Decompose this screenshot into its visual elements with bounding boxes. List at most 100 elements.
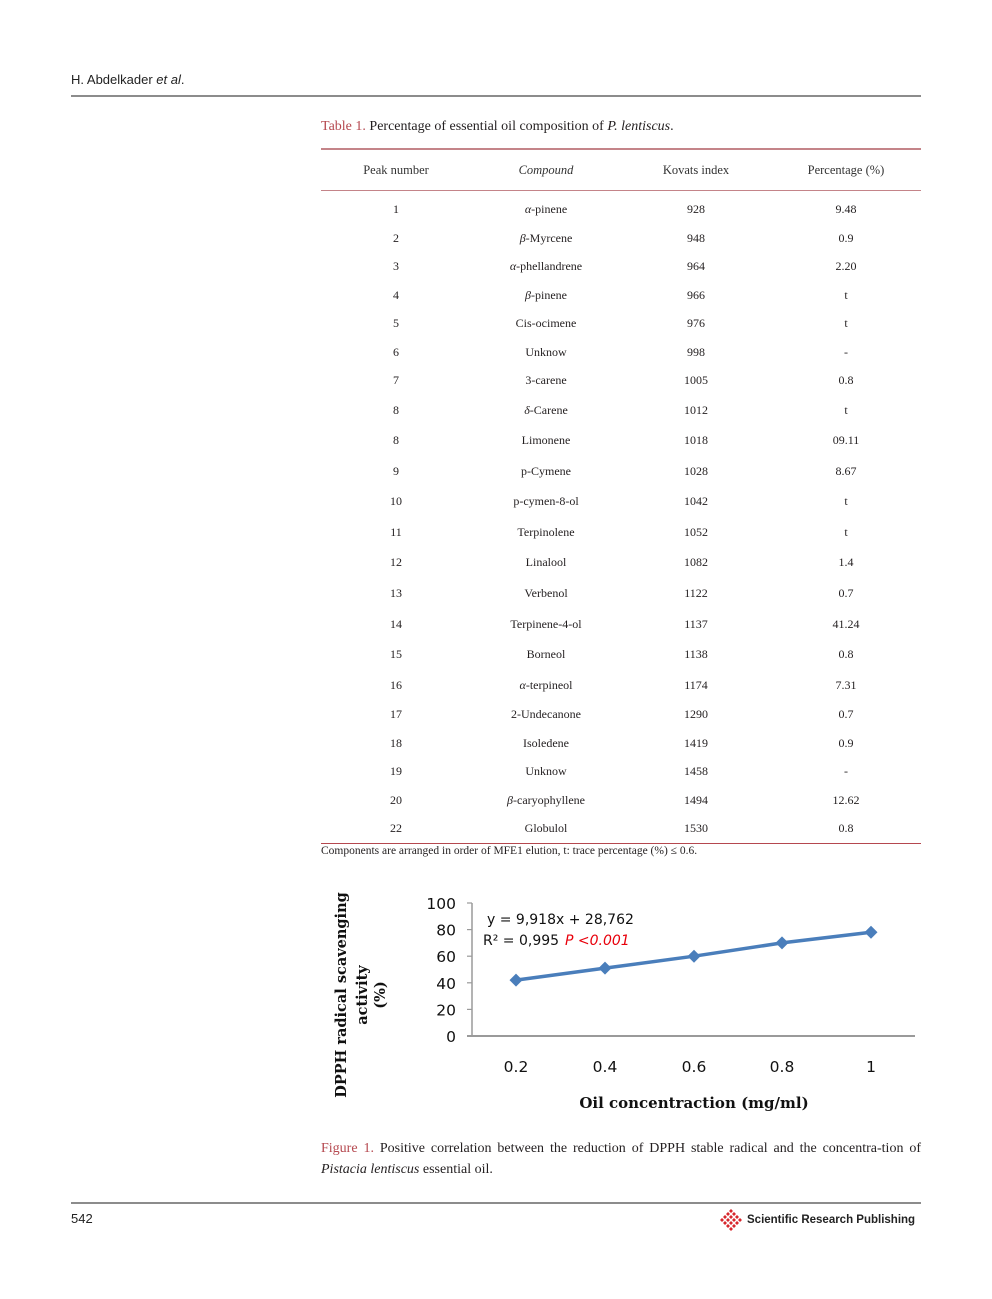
cell-compound: Limonene <box>521 433 571 448</box>
table-row: 1 α-pinene 928 9.48 <box>321 195 921 224</box>
cell-peak: 1 <box>393 202 399 216</box>
r-squared: R² = 0,995 <box>483 933 559 949</box>
cell-percentage: 0.9 <box>838 230 854 245</box>
data-point-diamond <box>864 925 878 939</box>
x-tick-label: 0.4 <box>593 1058 618 1076</box>
cell-peak: 18 <box>390 735 402 750</box>
table-row: 2 β-Myrcene 948 0.9 <box>321 224 921 253</box>
svg-text:DPPH radical scavenging: DPPH radical scavenging <box>333 892 350 1098</box>
cell-peak: 6 <box>393 344 399 359</box>
figure-caption: Figure 1. Positive correlation between t… <box>321 1141 922 1177</box>
chart-canvas: 0 20 40 60 80 100 0.2 0.4 0.6 0.8 1 y = 9,918x + 28… <box>333 892 915 1112</box>
col-header-kovats: Kovats index <box>662 163 730 177</box>
cell-percentage: 0.9 <box>838 735 854 750</box>
cell-compound: Unknow <box>525 764 567 779</box>
cell-percentage: - <box>844 344 848 359</box>
table-row: 5 Cis-ocimene 976 t <box>321 309 921 338</box>
cell-kovats: 976 <box>687 316 705 330</box>
cell-compound: Globulol <box>524 821 568 836</box>
cell-percentage: 2.20 <box>835 259 857 273</box>
cell-kovats: 1530 <box>684 821 708 836</box>
cell-percentage: 7.31 <box>835 677 857 692</box>
x-tick-label: 1 <box>866 1058 876 1076</box>
table-row: 19 Unknow 1458 - <box>321 757 921 786</box>
table-row: 12 Linalool 1082 1.4 <box>321 547 921 578</box>
cell-percentage: t <box>844 494 848 509</box>
cell-percentage: 1.4 <box>838 555 854 570</box>
cell-compound: α-terpineol <box>519 677 573 692</box>
x-tick-label: 0.8 <box>770 1058 795 1076</box>
cell-kovats: 1082 <box>684 555 708 570</box>
cell-percentage: t <box>844 287 848 302</box>
page-number: 542 <box>71 1211 93 1226</box>
cell-peak: 7 <box>393 373 399 387</box>
publisher-name: Scientific Research Publishing <box>747 1214 916 1226</box>
cell-peak: 20 <box>390 792 402 807</box>
cell-percentage: 0.8 <box>838 821 854 836</box>
table-row: 8 δ-Carene 1012 t <box>321 395 921 426</box>
regression-equation: y = 9,918x + 28,762 <box>487 912 634 928</box>
cell-compound: α-pinene <box>524 202 568 216</box>
cell-peak: 12 <box>390 555 402 570</box>
cell-compound: p-cymen-8-ol <box>513 494 579 509</box>
cell-peak: 8 <box>393 433 399 448</box>
data-point-diamond <box>598 961 612 975</box>
publisher-logo: Scientific Research Publishing <box>720 1209 915 1231</box>
cell-percentage: t <box>844 402 848 417</box>
cell-compound: p-Cymene <box>521 463 571 478</box>
table-footnote: Components are arranged in order of MFE1… <box>321 845 698 857</box>
y-axis-title: DPPH radical scavenging activity (%) <box>333 892 389 1098</box>
cell-peak: 19 <box>390 764 402 779</box>
data-point-diamond <box>509 973 523 987</box>
cell-peak: 13 <box>390 586 402 601</box>
running-header: H. Abdelkader et al. <box>71 72 185 87</box>
table-header-row: Peak number Compound Kovats index Percen… <box>321 150 921 190</box>
cell-peak: 3 <box>393 259 399 273</box>
y-tick-label: 20 <box>436 1001 456 1019</box>
cell-peak: 10 <box>390 494 402 509</box>
table-caption: Table 1. Percentage of essential oil com… <box>321 119 674 134</box>
author-etal: et al <box>156 72 181 87</box>
cell-compound: Linalool <box>525 555 567 570</box>
cell-percentage: - <box>844 764 848 779</box>
table-top-rule <box>321 148 921 150</box>
cell-percentage: 12.62 <box>832 792 860 807</box>
cell-compound: β-caryophyllene <box>507 792 585 807</box>
table-row: 10 p-cymen-8-ol 1042 t <box>321 486 921 517</box>
cell-kovats: 1494 <box>684 792 708 807</box>
cell-peak: 22 <box>390 821 402 836</box>
table-bottom-rule <box>321 842 921 844</box>
cell-kovats: 964 <box>687 259 705 273</box>
cell-compound: Cis-ocimene <box>515 316 577 330</box>
col-header-peak: Peak number <box>363 163 429 177</box>
cell-percentage: t <box>844 524 848 539</box>
cell-peak: 4 <box>393 287 399 302</box>
cell-compound: β-pinene <box>525 287 567 302</box>
cell-kovats: 1419 <box>684 735 708 750</box>
cell-kovats: 1458 <box>684 764 708 779</box>
y-tick-label: 0 <box>446 1028 456 1046</box>
author-name: H. Abdelkader <box>71 72 153 87</box>
table-row: 4 β-pinene 966 t <box>321 281 921 310</box>
table-row: 22 Globulol 1530 0.8 <box>321 814 921 843</box>
table-row: 15 Borneol 1138 0.8 <box>321 639 921 670</box>
cell-kovats: 1052 <box>684 524 708 539</box>
col-header-compound: Compound <box>518 163 574 177</box>
cell-peak: 8 <box>393 402 399 417</box>
cell-kovats: 1018 <box>684 433 708 448</box>
table-row: 18 Isoledene 1419 0.9 <box>321 729 921 758</box>
cell-kovats: 928 <box>687 202 705 216</box>
cell-kovats: 1005 <box>684 373 708 387</box>
composition-table: Peak number Compound Kovats index Percen… <box>321 148 921 844</box>
cell-kovats: 1028 <box>684 463 708 478</box>
cell-percentage: 09.11 <box>832 433 860 448</box>
species-name: P. lentiscus <box>607 119 671 134</box>
cell-peak: 11 <box>390 524 402 539</box>
cell-percentage: 0.8 <box>838 647 854 662</box>
cell-kovats: 1012 <box>684 402 708 417</box>
cell-peak: 15 <box>390 647 402 662</box>
cell-compound: Terpinolene <box>517 524 575 539</box>
cell-peak: 5 <box>393 316 399 330</box>
footer-rule <box>71 1202 921 1204</box>
cell-compound: Terpinene-4-ol <box>510 616 582 631</box>
